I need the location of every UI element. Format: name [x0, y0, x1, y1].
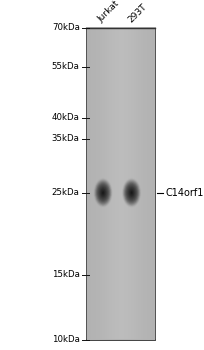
Ellipse shape — [125, 182, 139, 203]
Ellipse shape — [94, 179, 112, 207]
Ellipse shape — [130, 190, 133, 195]
Ellipse shape — [122, 178, 141, 208]
Text: 15kDa: 15kDa — [52, 270, 80, 279]
Text: 55kDa: 55kDa — [52, 62, 80, 71]
Ellipse shape — [123, 180, 140, 206]
Ellipse shape — [123, 180, 140, 205]
Ellipse shape — [126, 184, 137, 202]
Text: 293T: 293T — [126, 2, 149, 24]
Text: 25kDa: 25kDa — [52, 188, 80, 197]
Ellipse shape — [98, 186, 108, 200]
Ellipse shape — [96, 183, 110, 203]
Ellipse shape — [94, 180, 112, 206]
Ellipse shape — [131, 191, 133, 195]
Ellipse shape — [99, 186, 107, 200]
Ellipse shape — [102, 191, 104, 195]
Ellipse shape — [131, 192, 132, 194]
Ellipse shape — [122, 179, 141, 207]
Text: Jurkat: Jurkat — [96, 0, 121, 24]
Ellipse shape — [102, 192, 104, 194]
Ellipse shape — [100, 188, 106, 198]
Ellipse shape — [95, 180, 111, 205]
Ellipse shape — [99, 187, 107, 198]
Ellipse shape — [127, 186, 136, 200]
Bar — [86, 28, 155, 340]
Bar — [86, 28, 155, 340]
Ellipse shape — [101, 189, 105, 196]
Ellipse shape — [129, 189, 134, 197]
Ellipse shape — [128, 187, 135, 198]
Ellipse shape — [96, 182, 110, 203]
Ellipse shape — [97, 184, 109, 202]
Ellipse shape — [101, 190, 105, 195]
Ellipse shape — [98, 184, 108, 201]
Text: 70kDa: 70kDa — [52, 23, 80, 33]
Ellipse shape — [129, 189, 134, 196]
Ellipse shape — [128, 188, 135, 198]
Ellipse shape — [93, 178, 113, 208]
Ellipse shape — [125, 183, 138, 203]
Ellipse shape — [127, 186, 136, 200]
Ellipse shape — [124, 181, 139, 204]
Ellipse shape — [95, 181, 111, 204]
Text: 40kDa: 40kDa — [52, 113, 80, 122]
Text: 35kDa: 35kDa — [52, 134, 80, 144]
Text: C14orf166: C14orf166 — [165, 188, 204, 198]
Ellipse shape — [126, 184, 137, 201]
Ellipse shape — [100, 189, 106, 197]
Text: 10kDa: 10kDa — [52, 335, 80, 344]
